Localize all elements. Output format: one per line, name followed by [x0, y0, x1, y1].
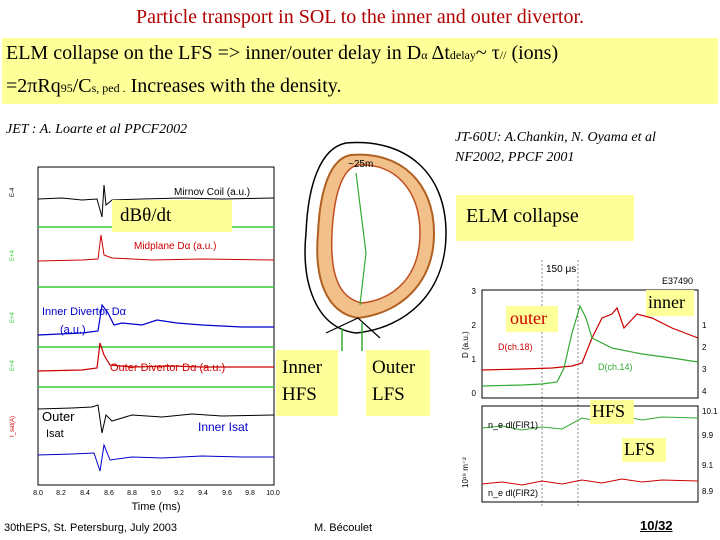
lfs-tag: LFS: [622, 438, 666, 462]
hfs-tag: HFS: [590, 400, 634, 424]
jet-trace-label-2: Midplane Dα (a.u.): [134, 241, 216, 252]
ref-right-1: JT-60U: A.Chankin, N. Oyama et al: [455, 130, 656, 145]
jet-xtick: 10.0: [266, 490, 280, 497]
jt60-ylabel-1: D (a.u.): [462, 331, 470, 358]
jet-xtick: 9.0: [151, 490, 161, 497]
jt60-ytick-r2: 9.1: [702, 461, 714, 470]
jet-xtick: 9.6: [222, 490, 232, 497]
jt60-legend-1b: D(ch.14): [598, 362, 633, 372]
jet-xtick: 8.4: [80, 490, 90, 497]
inner-hfs-box: Inner HFS: [276, 350, 338, 416]
outer-lfs-box: Outer LFS: [366, 350, 430, 416]
ref-right-2: NF2002, PPCF 2001: [455, 150, 575, 165]
jt60-ytick-r: 2: [702, 343, 707, 352]
jet-xtick: 8.0: [33, 490, 43, 497]
lfs-label: LFS: [372, 384, 405, 405]
jet-xtick: 9.8: [245, 490, 255, 497]
intro-line-2: =2πRq95/Cs, ped . Increases with the den…: [6, 75, 342, 97]
torus-scale-label: ~25m: [348, 159, 373, 170]
jt60-ytick-r: 1: [702, 321, 707, 330]
jt60-legend-1: D(ch.18): [498, 342, 533, 352]
jet-ylabel-4: E+4: [10, 359, 16, 371]
slide-title: Particle transport in SOL to the inner a…: [135, 6, 585, 28]
torus-diagram: ~25m: [296, 133, 452, 351]
elm-label: ELM collapse: [466, 205, 579, 227]
jt60-yticks-left: 3 2 1 0: [472, 287, 477, 398]
inner-label: Inner: [282, 357, 323, 378]
jt60-ytick-r2: 8.9: [702, 487, 714, 496]
footer-left: 30thEPS, St. Petersburg, July 2003: [4, 522, 178, 534]
footer-page: 10/32: [640, 518, 673, 533]
jt60-ytick: 0: [472, 389, 477, 398]
footer-center: M. Bécoulet: [314, 522, 373, 534]
outer-label: Outer: [372, 357, 416, 378]
jet-trace-label-7: Isat: [46, 428, 64, 440]
jt60-ytick-r: 4: [702, 387, 707, 396]
dbdt-label: dBθ/dt: [120, 205, 172, 226]
inner-tag: inner: [646, 290, 694, 316]
jet-xtick: 9.4: [198, 490, 208, 497]
elm-label-box: ELM collapse: [456, 195, 634, 241]
intro-box: ELM collapse on the LFS => inner/outer d…: [2, 38, 718, 104]
jet-xtick: 9.2: [174, 490, 184, 497]
jet-xtick: 8.6: [104, 490, 114, 497]
jt60-ytick: 3: [472, 287, 477, 296]
jt60-ylabel-2: 10¹⁹ m⁻²: [462, 457, 470, 488]
jet-xticks: 8.0 8.2 8.4 8.6 8.8 9.0 9.2 9.4 9.6 9.8 …: [33, 490, 280, 497]
jet-xlabel: Time (ms): [131, 501, 180, 513]
jt60-shot: E37490: [662, 276, 693, 286]
jet-trace-label-5: Outer Divertor Dα (a.u.): [110, 362, 225, 374]
jet-ylabel-3: E+4: [10, 311, 16, 323]
ref-left: JET : A. Loarte et al PPCF2002: [6, 122, 188, 137]
jet-trace-label-6: Outer: [42, 409, 75, 424]
intro-line-1: ELM collapse on the LFS => inner/outer d…: [6, 42, 559, 64]
jt60-legend-2a: n_e dl(FIR1): [488, 420, 538, 430]
jt60-scale: 150 μs: [546, 264, 576, 275]
jt60-ytick-r: 3: [702, 365, 707, 374]
jt60-ytick: 2: [472, 321, 477, 330]
jet-trace-label-3: Inner Divertor Dα: [42, 306, 127, 318]
jet-xtick: 8.8: [127, 490, 137, 497]
dbdt-label-box: dBθ/dt: [112, 200, 232, 232]
jt60-ytick-r2: 9.9: [702, 431, 714, 440]
jet-xtick: 8.2: [56, 490, 66, 497]
jet-ylabel-1: E-4: [10, 187, 16, 197]
jt60-yticks-right: 1 2 3 4 10.1 9.9 9.1 8.9: [702, 321, 718, 496]
jt60-legend-2b: n_e dl(FIR2): [488, 488, 538, 498]
jet-trace-label-8: Inner Isat: [198, 420, 249, 434]
jet-ylabel-5: I_sat(A): [10, 416, 16, 437]
outer-tag: outer: [506, 306, 558, 332]
jet-trace-label-1: Mirnov Coil (a.u.): [174, 187, 250, 198]
hfs-label: HFS: [282, 384, 317, 405]
jt60-ytick-r2: 10.1: [702, 407, 718, 416]
jt60-ytick: 1: [472, 355, 477, 364]
jet-ylabel-2: E+4: [10, 249, 16, 261]
jet-trace-label-4: (a.u.): [60, 324, 86, 336]
